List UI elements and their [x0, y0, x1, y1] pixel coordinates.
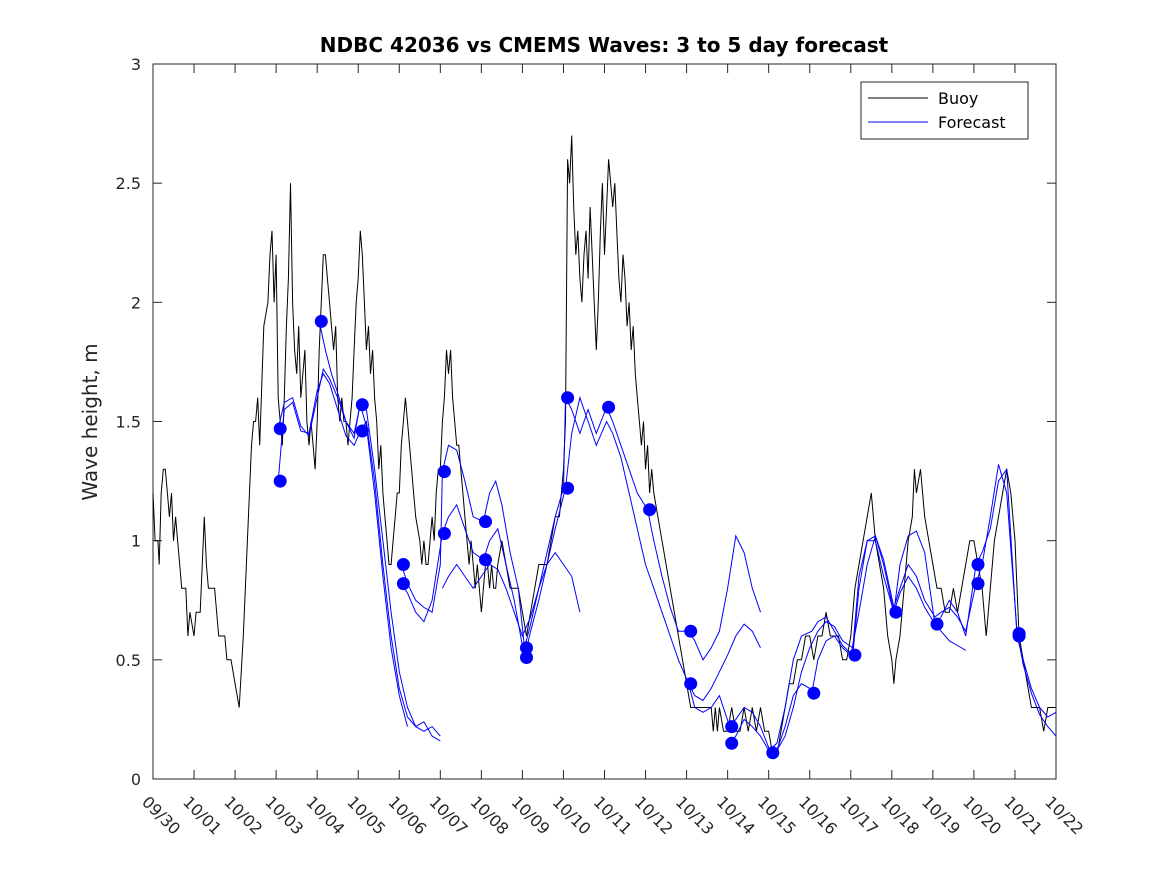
forecast-line [277, 367, 441, 737]
y-tick-label: 1 [131, 532, 141, 551]
forecast-marker [355, 424, 369, 438]
x-tick-label: 10/04 [302, 792, 348, 838]
forecast-line [277, 372, 441, 742]
forecast-line [770, 464, 1057, 752]
x-tick-label: 10/18 [877, 792, 923, 838]
y-tick-label: 0.5 [116, 651, 141, 670]
forecast-marker [930, 617, 944, 631]
x-tick-label: 10/07 [425, 792, 471, 838]
forecast-line [400, 395, 761, 702]
x-tick-label: 10/01 [179, 792, 225, 838]
forecast-marker [520, 651, 533, 664]
forecast-marker [889, 605, 903, 619]
forecast-marker [725, 736, 739, 750]
forecast-marker [437, 465, 451, 479]
x-tick-label: 10/16 [795, 792, 841, 838]
forecast-marker [273, 422, 287, 436]
forecast-marker [684, 677, 698, 691]
forecast-line [441, 551, 581, 638]
axes-box [152, 63, 1057, 780]
forecast-marker [971, 577, 985, 591]
y-tick-label: 3 [131, 55, 141, 74]
forecast-marker [273, 474, 287, 488]
forecast-marker [314, 314, 328, 328]
forecast-marker [355, 398, 369, 412]
x-tick-label: 10/05 [343, 792, 389, 838]
x-tick-label: 10/22 [1041, 792, 1087, 838]
y-axis-label: Wave height, m [78, 343, 102, 500]
legend-forecast-label: Forecast [938, 113, 1006, 132]
x-tick-label: 10/19 [918, 792, 964, 838]
x-tick-label: 10/13 [672, 792, 718, 838]
forecast-marker [643, 503, 657, 517]
legend-box [860, 81, 1029, 140]
forecast-line [688, 534, 966, 754]
forecast-marker [479, 553, 492, 567]
forecast-marker [1012, 629, 1026, 643]
x-tick-label: 10/09 [508, 792, 554, 838]
forecast-marker [766, 746, 780, 760]
x-tick-label: 09/30 [138, 792, 184, 838]
forecast-line [400, 397, 761, 661]
forecast-marker [520, 641, 533, 655]
x-tick-label: 10/02 [220, 792, 266, 838]
forecast-marker [807, 686, 821, 700]
forecast-marker [396, 577, 410, 591]
legend: Buoy Forecast [860, 81, 1029, 140]
forecast-marker [561, 391, 575, 405]
x-tick-label: 10/06 [384, 792, 430, 838]
chart-title: NDBC 42036 vs CMEMS Waves: 3 to 5 day fo… [320, 33, 889, 57]
forecast-marker [725, 720, 739, 734]
x-tick-label: 10/11 [590, 792, 636, 838]
x-tick-label: 10/15 [754, 792, 800, 838]
forecast-marker [396, 558, 410, 571]
legend-buoy-label: Buoy [938, 89, 978, 108]
forecast-marker [971, 558, 985, 571]
y-tick-label: 0 [131, 770, 141, 789]
forecast-marker [437, 527, 451, 540]
x-tick-label: 10/12 [631, 792, 677, 838]
forecast-marker [602, 400, 616, 414]
forecast-marker [479, 515, 492, 529]
y-tick-label: 1.5 [116, 413, 141, 432]
x-tick-label: 10/21 [1000, 792, 1046, 838]
x-tick-label: 10/17 [836, 792, 882, 838]
x-tick-label: 10/14 [713, 792, 759, 838]
x-tick-label: 10/20 [959, 792, 1005, 838]
forecast-marker [848, 648, 862, 662]
y-tick-label: 2.5 [116, 174, 141, 193]
x-tick-label: 10/08 [467, 792, 513, 838]
y-tick-label: 2 [131, 293, 141, 312]
x-tick-label: 10/03 [261, 792, 307, 838]
plot-area: 00.511.522.5309/3010/0110/0210/0310/0410… [116, 55, 1088, 838]
buoy-line [152, 135, 1056, 756]
forecast-marker [561, 481, 575, 495]
x-tick-label: 10/10 [549, 792, 595, 838]
forecast-marker [684, 624, 698, 638]
